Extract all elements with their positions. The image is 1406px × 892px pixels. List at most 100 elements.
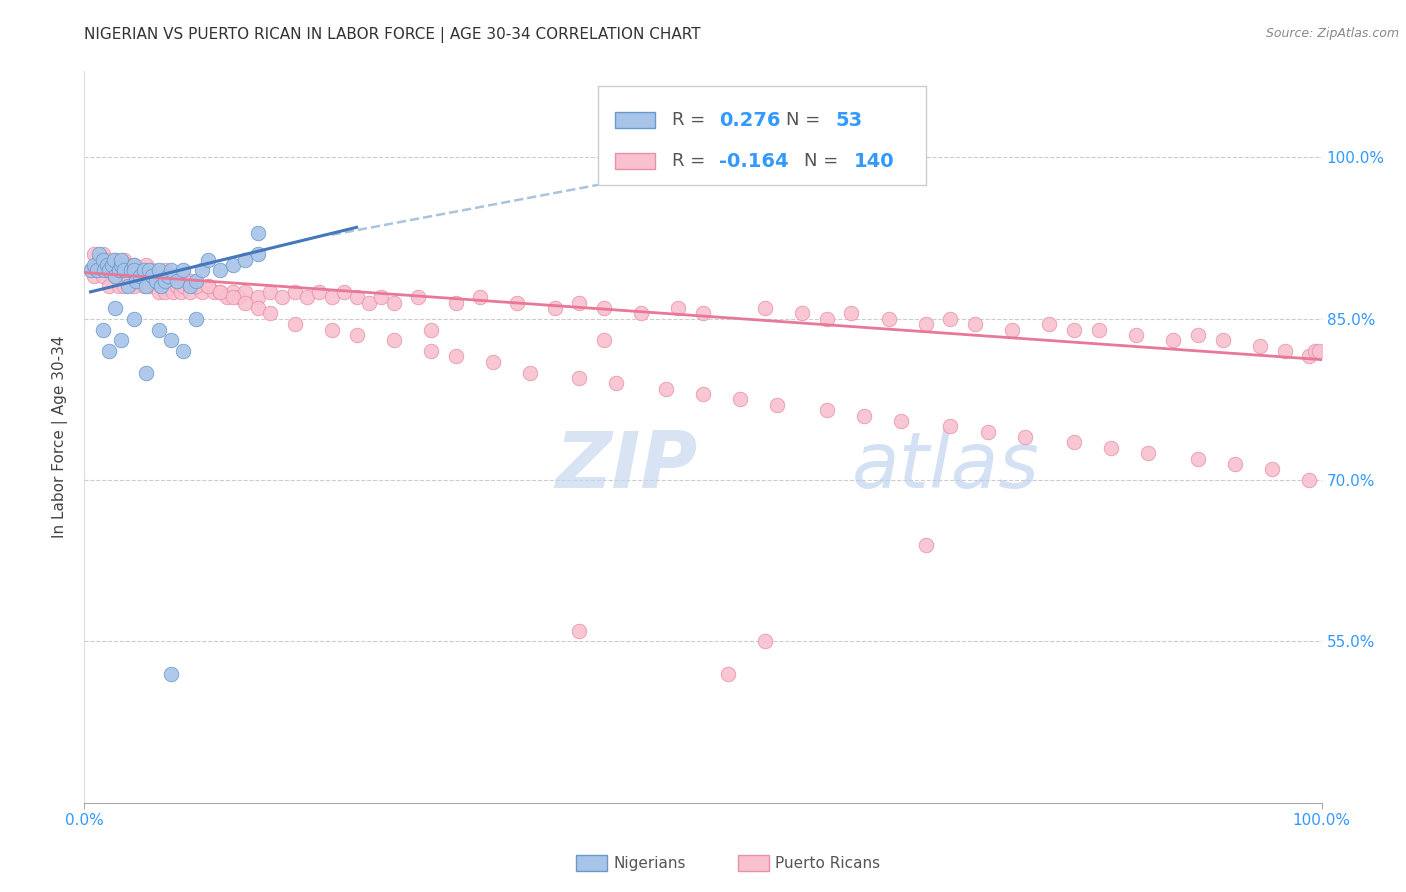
Point — [914, 538, 936, 552]
Point — [120, 263, 142, 277]
Point — [153, 274, 176, 288]
Point — [197, 279, 219, 293]
Point — [1212, 333, 1234, 347]
Point — [481, 355, 503, 369]
Point — [568, 624, 591, 638]
Point — [79, 263, 101, 277]
Point — [89, 252, 111, 267]
Point — [172, 344, 194, 359]
Point — [382, 295, 405, 310]
Text: 0.276: 0.276 — [718, 111, 780, 130]
Point — [914, 317, 936, 331]
Point — [1187, 451, 1209, 466]
Point — [841, 306, 863, 320]
Point — [382, 333, 405, 347]
Point — [166, 274, 188, 288]
Point — [141, 268, 163, 283]
Point — [117, 279, 139, 293]
Point — [370, 290, 392, 304]
Point — [129, 268, 152, 283]
Point — [259, 285, 281, 299]
Point — [117, 268, 139, 283]
Point — [655, 382, 678, 396]
Point — [110, 333, 132, 347]
Point — [1063, 322, 1085, 336]
Point — [284, 285, 307, 299]
Point — [83, 258, 105, 272]
Point — [125, 274, 148, 288]
FancyBboxPatch shape — [616, 112, 655, 128]
Point — [976, 425, 998, 439]
Point — [132, 279, 155, 293]
Point — [91, 322, 114, 336]
Point — [1088, 322, 1111, 336]
Point — [135, 258, 157, 272]
Point — [568, 371, 591, 385]
Point — [717, 666, 740, 681]
Point — [96, 252, 118, 267]
Point — [122, 279, 145, 293]
Point — [1261, 462, 1284, 476]
Point — [630, 306, 652, 320]
Point — [108, 258, 131, 272]
Point — [357, 295, 380, 310]
Point — [605, 376, 627, 391]
Point — [444, 350, 467, 364]
Point — [284, 317, 307, 331]
Point — [815, 311, 838, 326]
Point — [179, 274, 201, 288]
Point — [160, 274, 183, 288]
Point — [259, 306, 281, 320]
Point — [593, 333, 616, 347]
Point — [209, 263, 232, 277]
Text: -0.164: -0.164 — [718, 152, 789, 171]
Point — [1274, 344, 1296, 359]
Point — [117, 258, 139, 272]
Point — [112, 279, 135, 293]
Point — [172, 279, 194, 293]
Point — [122, 263, 145, 277]
Point — [179, 279, 201, 293]
Point — [141, 263, 163, 277]
Point — [166, 274, 188, 288]
Point — [145, 279, 167, 293]
FancyBboxPatch shape — [616, 153, 655, 169]
Point — [135, 366, 157, 380]
Point — [104, 268, 127, 283]
Point — [1014, 430, 1036, 444]
Point — [1125, 327, 1147, 342]
Point — [419, 344, 441, 359]
Point — [138, 263, 160, 277]
Point — [191, 263, 214, 277]
Point — [815, 403, 838, 417]
Point — [1249, 339, 1271, 353]
Point — [148, 322, 170, 336]
Point — [162, 285, 184, 299]
Text: Puerto Ricans: Puerto Ricans — [775, 856, 880, 871]
Point — [321, 322, 343, 336]
Point — [209, 285, 232, 299]
Point — [222, 290, 245, 304]
Point — [184, 279, 207, 293]
Point — [1001, 322, 1024, 336]
Point — [1161, 333, 1184, 347]
Point — [308, 285, 330, 299]
Point — [108, 279, 131, 293]
Point — [939, 311, 962, 326]
Point — [197, 279, 219, 293]
FancyBboxPatch shape — [598, 86, 925, 185]
Point — [184, 279, 207, 293]
Point — [568, 295, 591, 310]
Point — [129, 268, 152, 283]
Point — [543, 301, 565, 315]
Point — [1063, 435, 1085, 450]
Point — [222, 285, 245, 299]
Point — [153, 285, 176, 299]
Text: N =: N = — [804, 153, 845, 170]
Text: 140: 140 — [853, 152, 894, 171]
Point — [754, 301, 776, 315]
Point — [100, 258, 122, 272]
Point — [215, 290, 238, 304]
Point — [125, 274, 148, 288]
Point — [506, 295, 529, 310]
